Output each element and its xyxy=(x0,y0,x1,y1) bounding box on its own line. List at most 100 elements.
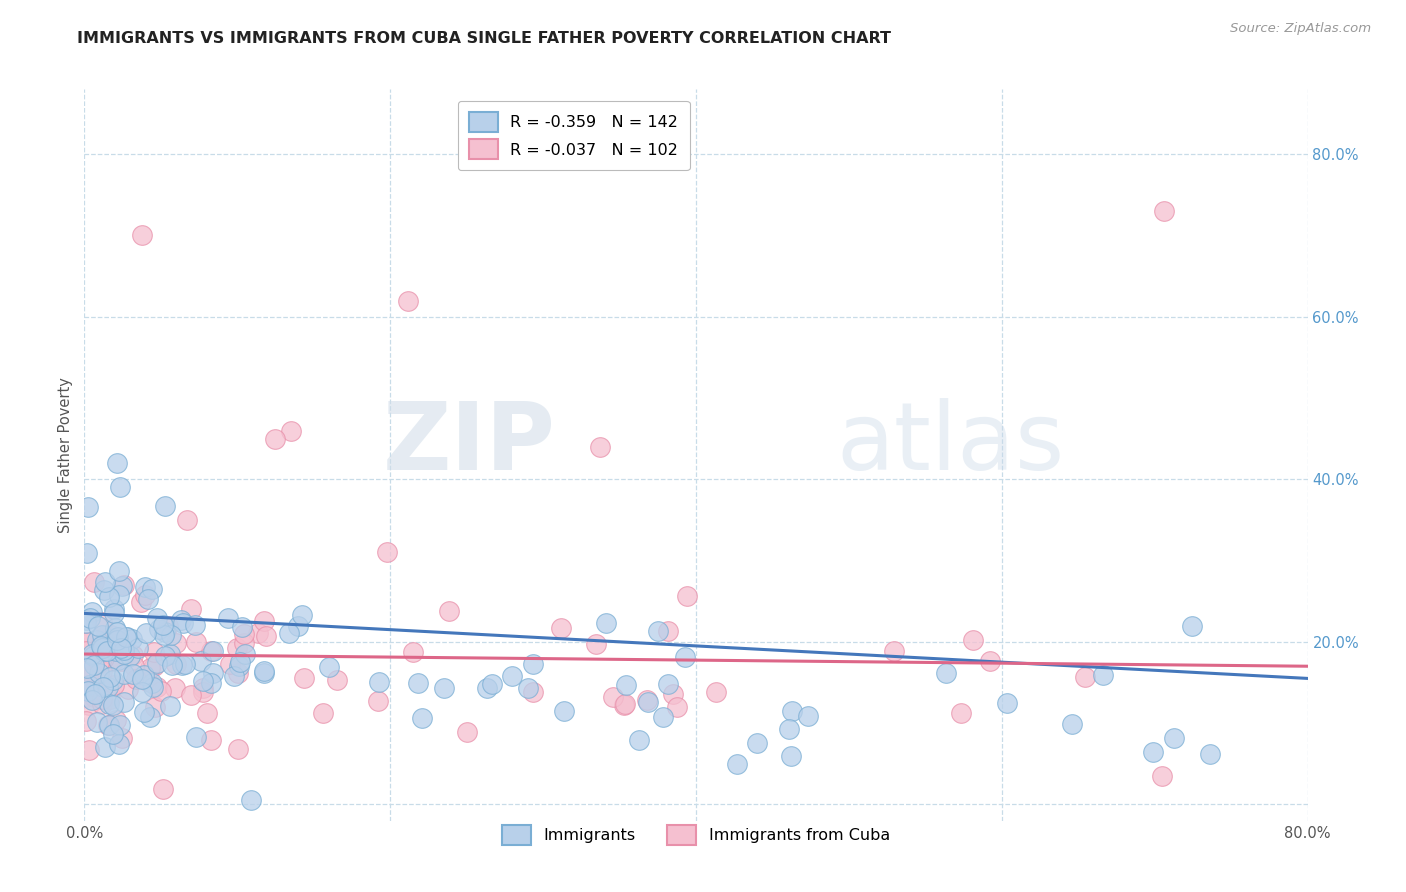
Point xyxy=(228,658,250,673)
Point xyxy=(135,626,157,640)
Point xyxy=(277,626,299,640)
Point xyxy=(411,711,433,725)
Point xyxy=(83,690,105,704)
Point xyxy=(75,644,97,658)
Point xyxy=(217,611,239,625)
Point xyxy=(80,679,103,693)
Point xyxy=(110,579,132,593)
Point xyxy=(131,228,153,243)
Point xyxy=(82,648,104,663)
Point xyxy=(100,628,122,642)
Point xyxy=(318,659,340,673)
Point xyxy=(93,739,115,754)
Point xyxy=(77,743,100,757)
Point xyxy=(90,692,112,706)
Point xyxy=(136,592,159,607)
Point xyxy=(131,684,153,698)
Point xyxy=(83,657,105,672)
Point xyxy=(97,680,120,694)
Point xyxy=(637,695,659,709)
Point xyxy=(153,649,176,664)
Point xyxy=(224,668,246,682)
Point xyxy=(190,654,212,668)
Point xyxy=(134,668,156,682)
Point xyxy=(141,675,163,690)
Point xyxy=(108,718,131,732)
Point xyxy=(602,690,624,705)
Point xyxy=(103,678,125,692)
Point xyxy=(218,657,240,672)
Point xyxy=(174,657,197,671)
Point xyxy=(401,645,423,659)
Point xyxy=(112,695,135,709)
Point xyxy=(146,656,169,670)
Point xyxy=(778,722,800,736)
Point xyxy=(107,564,129,578)
Point xyxy=(105,644,128,658)
Point xyxy=(100,691,122,706)
Point xyxy=(136,674,159,689)
Point xyxy=(657,677,679,691)
Point xyxy=(180,602,202,616)
Point xyxy=(101,654,124,668)
Point xyxy=(105,624,128,639)
Point xyxy=(112,643,135,657)
Point xyxy=(292,671,315,685)
Point xyxy=(228,656,250,670)
Point xyxy=(152,618,174,632)
Point xyxy=(98,590,121,604)
Point xyxy=(90,627,112,641)
Point xyxy=(93,651,115,665)
Point xyxy=(141,582,163,597)
Point xyxy=(122,659,145,673)
Point xyxy=(98,670,121,684)
Point xyxy=(82,681,104,695)
Point xyxy=(883,643,905,657)
Point xyxy=(97,718,120,732)
Point xyxy=(103,602,125,616)
Point xyxy=(165,635,187,649)
Point xyxy=(75,613,97,627)
Point xyxy=(104,621,127,635)
Point xyxy=(439,604,461,618)
Point xyxy=(160,658,183,673)
Point xyxy=(1062,717,1084,731)
Point xyxy=(122,666,145,681)
Point xyxy=(481,677,503,691)
Point xyxy=(613,698,636,712)
Point xyxy=(979,654,1001,668)
Point xyxy=(83,575,105,590)
Point xyxy=(159,628,181,642)
Point xyxy=(110,480,132,494)
Point xyxy=(134,581,156,595)
Point xyxy=(122,648,145,662)
Text: atlas: atlas xyxy=(837,398,1064,490)
Point xyxy=(657,624,679,638)
Point xyxy=(673,650,696,665)
Point xyxy=(253,665,276,679)
Point xyxy=(159,647,181,661)
Point xyxy=(89,656,111,670)
Point xyxy=(291,608,314,623)
Point xyxy=(585,636,607,650)
Point xyxy=(153,628,176,642)
Point xyxy=(231,620,253,634)
Point xyxy=(90,640,112,654)
Point xyxy=(1199,747,1222,761)
Point xyxy=(184,730,207,744)
Text: Source: ZipAtlas.com: Source: ZipAtlas.com xyxy=(1230,22,1371,36)
Point xyxy=(132,706,155,720)
Point xyxy=(253,614,276,628)
Point xyxy=(287,619,309,633)
Point xyxy=(935,666,957,681)
Point xyxy=(191,674,214,689)
Point xyxy=(628,733,651,747)
Point xyxy=(77,500,100,514)
Point xyxy=(118,648,141,663)
Point xyxy=(93,644,115,658)
Point xyxy=(184,618,207,632)
Point xyxy=(90,697,112,711)
Point xyxy=(256,629,278,643)
Point xyxy=(138,660,160,674)
Point xyxy=(433,681,456,695)
